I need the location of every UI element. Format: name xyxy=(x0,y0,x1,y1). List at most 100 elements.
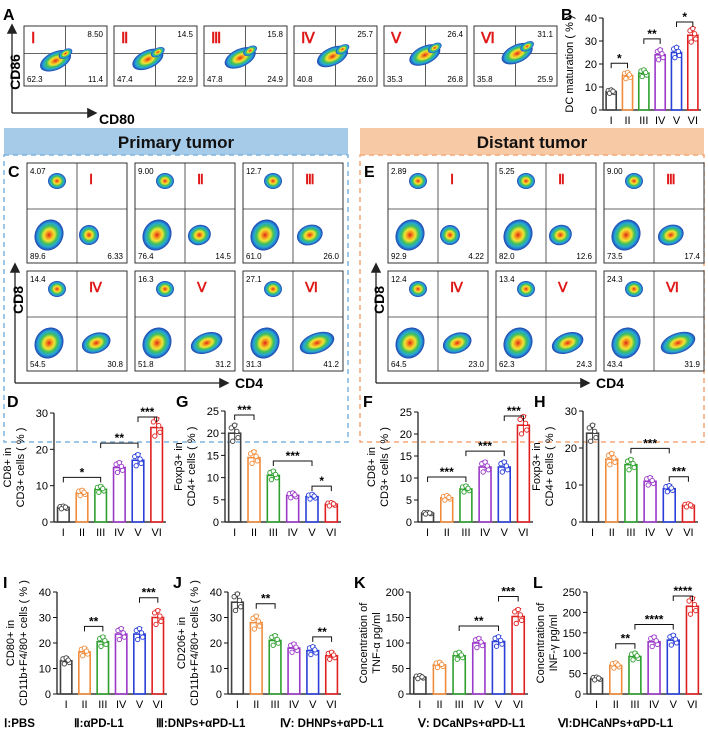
y-tick-label: 10 xyxy=(39,664,51,676)
data-point xyxy=(235,434,241,441)
data-point xyxy=(434,664,441,671)
quadrant-value-lower-right: 26.0 xyxy=(357,75,373,84)
x-axis-label: CD4 xyxy=(235,375,263,391)
bar xyxy=(324,654,339,695)
significance-bracket-3: * xyxy=(676,10,694,27)
x-tick-label: I xyxy=(233,527,236,539)
legend-item-4: Ⅳ: DHNPs+αPD-L1 xyxy=(280,717,384,730)
bar-group-IV: IV xyxy=(647,634,661,711)
quadrant-value-lower-left: 64.5 xyxy=(391,360,407,369)
quadrant-value-upper-right: 26.4 xyxy=(447,30,463,39)
y-tick-label: 0 xyxy=(575,689,581,701)
flow-layer: Ⅰ 8.50 62.3 11.4 Ⅱ 14.5 47.4 22.9 Ⅲ 15.8 47.8 24.9 Ⅳ… xyxy=(6,23,705,391)
data-point xyxy=(659,51,665,57)
bar xyxy=(686,34,699,111)
x-tick-label: VI xyxy=(687,699,697,711)
cd8-blob xyxy=(156,281,174,297)
significance-label: *** xyxy=(286,449,300,463)
bar-group-V: V xyxy=(670,44,683,127)
y-tick-label: 150 xyxy=(386,613,404,625)
significance-label: *** xyxy=(142,586,156,600)
bar-group-V: V xyxy=(491,634,506,711)
y-tick-label: 30 xyxy=(565,406,577,418)
x-tick-label: II xyxy=(444,527,450,539)
x-tick-label: I xyxy=(418,699,421,711)
data-point xyxy=(691,601,698,608)
x-tick-label: IV xyxy=(474,699,485,711)
data-point xyxy=(693,608,699,614)
x-axis-label: CD4 xyxy=(596,375,624,391)
x-tick-label: III xyxy=(626,527,635,539)
data-point xyxy=(480,469,486,475)
data-point xyxy=(251,449,257,455)
x-tick-label: III xyxy=(630,699,639,711)
bar xyxy=(491,640,506,695)
data-point xyxy=(228,425,234,431)
bar-group-III: III xyxy=(266,468,281,539)
data-point xyxy=(688,39,694,45)
data-point xyxy=(461,489,467,495)
x-tick-label: III xyxy=(639,115,648,127)
primary-tumor-frame xyxy=(3,154,349,443)
x-tick-label: V xyxy=(134,527,142,539)
data-point xyxy=(630,460,636,467)
significance-bracket-3: *** xyxy=(503,404,524,421)
group-label: Ⅰ xyxy=(89,171,93,187)
data-point xyxy=(157,613,163,619)
data-point xyxy=(643,69,649,76)
bracket-line xyxy=(634,623,674,630)
quadrant-value-lower-right: 30.8 xyxy=(107,360,123,369)
x-tick-label: I xyxy=(426,527,429,539)
data-point xyxy=(100,485,106,492)
x-tick-label: II xyxy=(81,699,87,711)
cd8-blob xyxy=(517,281,535,297)
bar xyxy=(478,466,492,523)
data-point xyxy=(664,489,670,495)
data-point xyxy=(612,459,618,465)
x-tick-label: I xyxy=(595,699,598,711)
y-tick-label: 0 xyxy=(45,689,51,701)
bar-group-III: III xyxy=(268,632,282,711)
quadrant-value-upper-left: 2.89 xyxy=(391,167,407,176)
x-tick-label: VI xyxy=(513,699,523,711)
data-point xyxy=(234,591,241,597)
data-point xyxy=(687,611,694,617)
quadrant-value-lower-right: 26.8 xyxy=(447,75,463,84)
quadrant-value-lower-left: 61.0 xyxy=(246,252,262,261)
bracket-line xyxy=(255,603,276,609)
flow-plot-c-1: Ⅰ 4.07 89.6 6.33 xyxy=(26,162,128,264)
y-tick-label: 15 xyxy=(400,451,412,463)
x-axis-label: CD80 xyxy=(99,111,135,127)
bar-group-VI: VI xyxy=(150,416,164,539)
flow-plot-a-6: Ⅵ 31.1 35.8 25.9 xyxy=(473,25,558,87)
data-point xyxy=(307,496,313,502)
significance-bracket-2: ** xyxy=(100,431,139,449)
quadrant-value-lower-right: 6.33 xyxy=(107,252,123,261)
data-point xyxy=(238,604,244,610)
quadrant-value-lower-left: 54.5 xyxy=(30,360,46,369)
cd8-blob xyxy=(625,281,643,297)
group-label: Ⅵ xyxy=(480,30,495,47)
flow-plot-c-4: Ⅳ 14.4 54.5 30.8 xyxy=(26,270,128,372)
bar xyxy=(585,432,600,523)
data-point xyxy=(668,485,675,491)
chart-l: 0 50 100 150 200 250 Concentration of INF-γ pg/… xyxy=(535,584,702,711)
significance-bracket-2: ** xyxy=(312,625,333,642)
data-point xyxy=(628,456,634,463)
significance-label: **** xyxy=(673,584,692,598)
data-point xyxy=(292,492,298,498)
y-axis-label: CD8 xyxy=(371,286,387,314)
bar-group-V: V xyxy=(131,452,145,539)
panel-letter-l: L xyxy=(533,575,543,592)
quadrant-value-upper-left: 14.4 xyxy=(30,275,46,284)
bar-group-V: V xyxy=(662,483,676,539)
data-point xyxy=(518,431,525,437)
x-tick-label: VI xyxy=(326,527,336,539)
cd4-blob xyxy=(551,332,584,354)
x-tick-label: V xyxy=(501,527,509,539)
quadrant-value-lower-left: 43.4 xyxy=(607,360,623,369)
bracket-line xyxy=(676,21,694,27)
quadrant-value-upper-right: 15.8 xyxy=(267,30,283,39)
